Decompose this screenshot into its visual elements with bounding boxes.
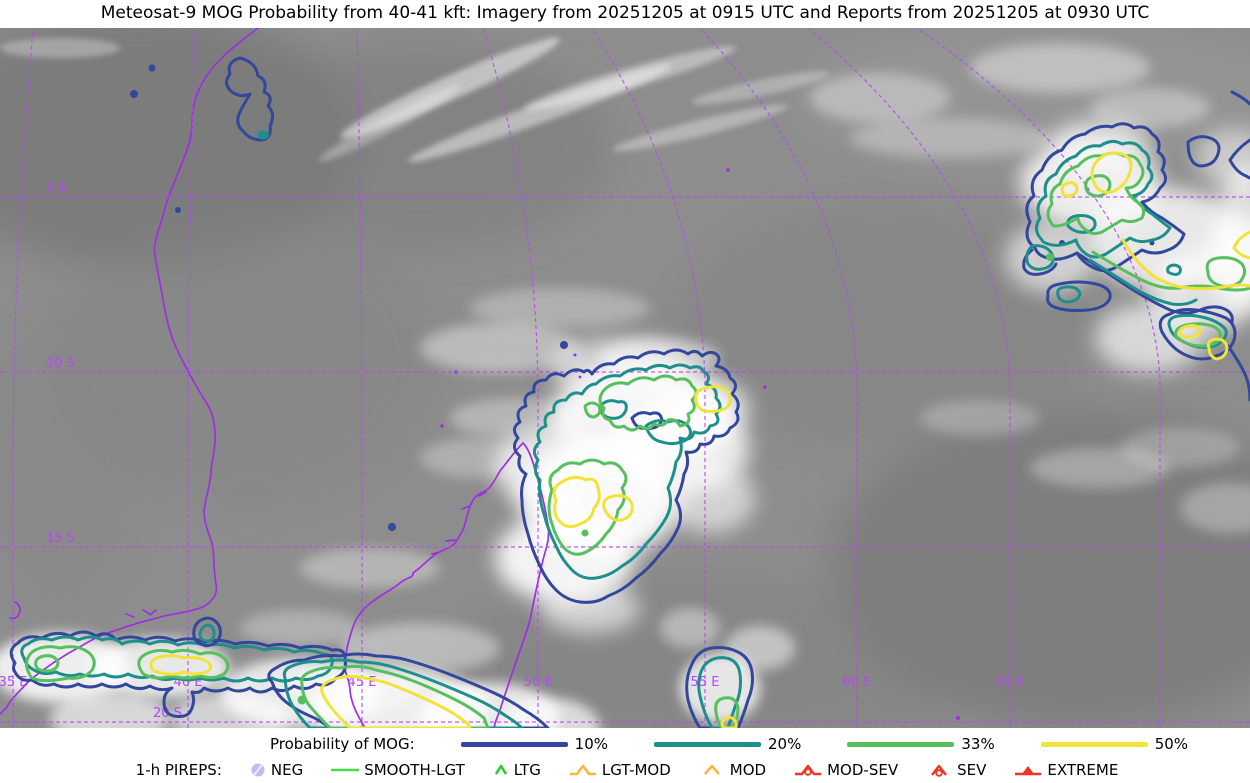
grid-line-40e xyxy=(187,28,196,728)
legend-item-label: MOD-SEV xyxy=(827,761,899,779)
legend-item-smooth-lgt: SMOOTH-LGT xyxy=(329,761,465,779)
legend-item-20pct: 20% xyxy=(654,735,801,753)
africa-coastline xyxy=(0,28,259,715)
legend-item-label: LTG xyxy=(513,761,541,779)
map-title: Meteosat-9 MOG Probability from 40-41 kf… xyxy=(100,3,1150,23)
island-specks xyxy=(440,168,960,720)
legend-item-label: EXTREME xyxy=(1047,761,1119,779)
legend-item-mod: MOD xyxy=(697,761,766,779)
legend-item-label: NEG xyxy=(270,761,304,779)
legend-item-label: 50% xyxy=(1154,735,1189,753)
contour-cluster-top-left xyxy=(130,56,275,213)
red-open-triangle-circle-icon xyxy=(795,764,822,776)
pireps-legend-row: 1-h PIREPS: NEG SMOOTH-LGT LTG LGT-MOD M… xyxy=(2,757,1250,783)
amber-caret-icon xyxy=(703,764,720,775)
navy-line-swatch xyxy=(460,741,568,747)
legend-item-extreme: EXTREME xyxy=(1012,761,1118,779)
legend-item-label: LGT-MOD xyxy=(601,761,671,779)
legend-item-neg: NEG xyxy=(248,761,303,779)
green-caret-icon xyxy=(494,764,507,775)
coastline-layer xyxy=(0,28,960,728)
contour-cluster-center xyxy=(513,348,740,604)
left-edge-coast xyxy=(9,601,21,620)
legend-item-sev: SEV xyxy=(924,761,986,779)
legend-item-10pct: 10% xyxy=(460,735,609,753)
smooth-line-icon xyxy=(331,768,360,772)
lon-label-65e: 65 E xyxy=(996,675,1025,690)
legend-item-50pct: 50% xyxy=(1040,735,1189,753)
lon-label-60e: 60 E xyxy=(843,675,872,690)
contour-cluster-top-right xyxy=(1022,90,1250,402)
grid-line-35e xyxy=(12,28,34,728)
mog-legend-label: Probability of MOG: xyxy=(269,735,415,753)
legend: Probability of MOG: 10% 20% 33% 50% 1-h … xyxy=(0,728,1250,782)
amber-open-triangle-icon xyxy=(569,764,596,776)
teal-line-swatch xyxy=(654,741,762,747)
lon-label-50e: 50 E xyxy=(524,675,553,690)
contour-cluster-bottom-left xyxy=(9,616,550,728)
legend-item-mod-sev: MOD-SEV xyxy=(792,761,898,779)
legend-item-label: MOD xyxy=(729,761,767,779)
lon-label-55e: 55 E xyxy=(691,675,720,690)
lat-label-5s: 5 S xyxy=(46,181,67,196)
satellite-map: 5 S 10 S 15 S 20 S 35 E 40 E 45 E 50 E 5… xyxy=(0,28,1250,728)
grid-layer: 5 S 10 S 15 S 20 S 35 E 40 E 45 E 50 E 5… xyxy=(0,28,1250,728)
grid-line-65e xyxy=(807,28,1011,728)
legend-item-33pct: 33% xyxy=(847,735,995,753)
legend-item-label: SMOOTH-LGT xyxy=(364,761,465,779)
coast-detail xyxy=(125,609,157,618)
madagascar-coast-ticks xyxy=(431,491,487,555)
red-caret-circle-icon xyxy=(931,764,948,777)
madagascar-coastline xyxy=(343,442,550,728)
lat-label-15s: 15 S xyxy=(46,531,75,546)
grid-line-50e xyxy=(482,28,539,728)
yellow-line-swatch xyxy=(1040,741,1148,747)
green-line-swatch xyxy=(847,741,955,747)
grid-line-70e xyxy=(916,28,1161,728)
legend-item-ltg: LTG xyxy=(491,761,541,779)
legend-item-label: 20% xyxy=(768,735,802,753)
grid-line-45e xyxy=(356,28,363,728)
red-filled-triangle-icon xyxy=(1015,766,1042,776)
legend-item-lgt-mod: LGT-MOD xyxy=(567,761,671,779)
legend-item-label: 10% xyxy=(574,735,609,753)
neg-icon xyxy=(251,763,265,777)
grid-line-60e xyxy=(699,28,858,728)
lon-label-35e: 35 E xyxy=(0,675,27,690)
legend-item-label: SEV xyxy=(957,761,987,779)
small-contour-dot xyxy=(560,341,568,349)
mog-legend-row: Probability of MOG: 10% 20% 33% 50% xyxy=(104,731,1250,757)
grid-line-55e xyxy=(591,28,706,728)
pireps-legend-label: 1-h PIREPS: xyxy=(135,761,222,779)
lat-label-10s: 10 S xyxy=(46,356,75,371)
legend-item-label: 33% xyxy=(961,735,995,753)
small-contour-dot xyxy=(388,523,396,531)
mog-probability-contours xyxy=(9,56,1250,728)
contour-cluster-bottom-center xyxy=(685,646,754,728)
